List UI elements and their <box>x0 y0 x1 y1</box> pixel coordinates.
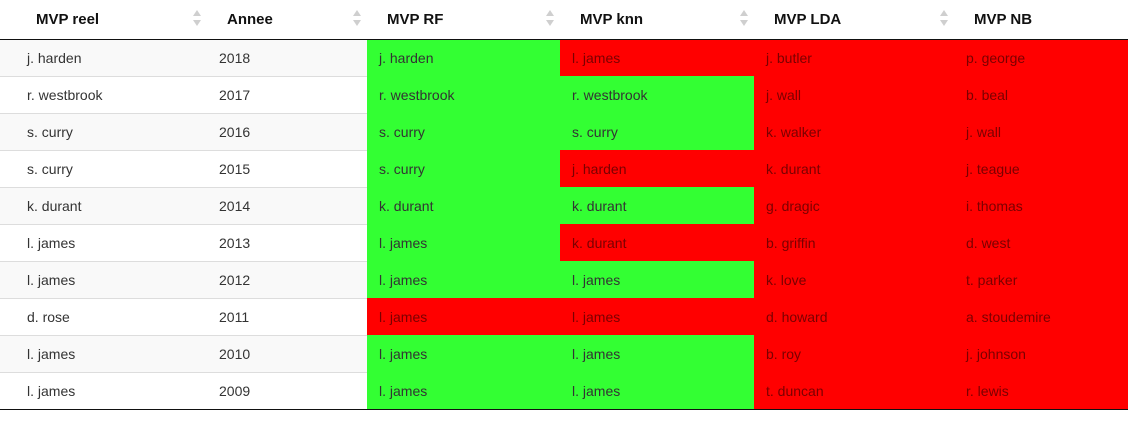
cell-mvp-knn: k. durant <box>560 186 754 224</box>
header-mvp-lda[interactable]: MVP LDA <box>754 0 954 40</box>
header-label: MVP NB <box>974 10 1033 28</box>
sort-icon[interactable] <box>353 10 361 28</box>
table-row: l. james 2012 l. james l. james k. love t. pa… <box>0 260 1128 298</box>
cell-mvp-knn: k. durant <box>560 223 754 261</box>
cell-mvp-lda: d. howard <box>754 297 954 335</box>
table-row: s. curry 2016 s. curry s. curry k. walker j. … <box>0 112 1128 150</box>
cell-mvp-rf: k. durant <box>367 186 560 224</box>
sort-icon[interactable] <box>740 10 748 28</box>
cell-mvp-lda: t. duncan <box>754 371 954 410</box>
header-row: MVP reel Annee MVP RF MVP knn MVP LDA MV… <box>0 0 1128 40</box>
cell-mvp-reel: r. westbrook <box>0 75 207 113</box>
cell-mvp-knn: l. james <box>560 371 754 410</box>
cell-mvp-reel: j. harden <box>0 38 207 76</box>
sort-icon[interactable] <box>546 10 554 28</box>
header-mvp-nb[interactable]: MVP NB <box>954 0 1128 40</box>
cell-mvp-reel: l. james <box>0 371 207 410</box>
header-mvp-reel[interactable]: MVP reel <box>0 0 207 40</box>
table-body: j. harden 2018 j. harden l. james j. butler p… <box>0 38 1128 410</box>
cell-mvp-nb: b. beal <box>954 75 1128 113</box>
mvp-table: MVP reel Annee MVP RF MVP knn MVP LDA MV… <box>0 0 1128 410</box>
cell-mvp-reel: l. james <box>0 260 207 298</box>
cell-mvp-knn: l. james <box>560 334 754 372</box>
cell-mvp-reel: d. rose <box>0 297 207 335</box>
table-row: j. harden 2018 j. harden l. james j. butler p… <box>0 38 1128 76</box>
cell-mvp-reel: l. james <box>0 334 207 372</box>
cell-mvp-lda: k. love <box>754 260 954 298</box>
cell-mvp-nb: j. johnson <box>954 334 1128 372</box>
cell-mvp-nb: j. teague <box>954 149 1128 187</box>
table-row: l. james 2009 l. james l. james t. duncan r. … <box>0 371 1128 410</box>
table-row: d. rose 2011 l. james l. james d. howard a. s… <box>0 297 1128 335</box>
cell-mvp-rf: l. james <box>367 297 560 335</box>
cell-mvp-nb: t. parker <box>954 260 1128 298</box>
sort-icon[interactable] <box>940 10 948 28</box>
cell-mvp-reel: s. curry <box>0 112 207 150</box>
sort-icon[interactable] <box>193 10 201 28</box>
table-row: r. westbrook 2017 r. westbrook r. westbrook… <box>0 75 1128 113</box>
cell-mvp-knn: j. harden <box>560 149 754 187</box>
cell-mvp-lda: k. durant <box>754 149 954 187</box>
cell-annee: 2016 <box>207 112 367 150</box>
cell-mvp-knn: l. james <box>560 260 754 298</box>
table-row: k. durant 2014 k. durant k. durant g. dragic… <box>0 186 1128 224</box>
header-mvp-knn[interactable]: MVP knn <box>560 0 754 40</box>
cell-annee: 2009 <box>207 371 367 410</box>
cell-mvp-nb: d. west <box>954 223 1128 261</box>
header-label: MVP reel <box>36 10 100 28</box>
cell-annee: 2010 <box>207 334 367 372</box>
cell-mvp-nb: p. george <box>954 38 1128 76</box>
cell-mvp-rf: r. westbrook <box>367 75 560 113</box>
cell-mvp-rf: l. james <box>367 260 560 298</box>
cell-mvp-rf: l. james <box>367 223 560 261</box>
cell-mvp-rf: l. james <box>367 371 560 410</box>
cell-mvp-nb: r. lewis <box>954 371 1128 410</box>
table-row: l. james 2010 l. james l. james b. roy j. joh… <box>0 334 1128 372</box>
cell-mvp-knn: s. curry <box>560 112 754 150</box>
header-label: MVP LDA <box>774 10 842 28</box>
table-row: l. james 2013 l. james k. durant b. griffin d… <box>0 223 1128 261</box>
cell-mvp-reel: k. durant <box>0 186 207 224</box>
cell-mvp-lda: g. dragic <box>754 186 954 224</box>
cell-mvp-nb: j. wall <box>954 112 1128 150</box>
cell-mvp-knn: r. westbrook <box>560 75 754 113</box>
header-mvp-rf[interactable]: MVP RF <box>367 0 560 40</box>
cell-annee: 2015 <box>207 149 367 187</box>
cell-mvp-lda: b. griffin <box>754 223 954 261</box>
cell-mvp-rf: j. harden <box>367 38 560 76</box>
cell-mvp-nb: i. thomas <box>954 186 1128 224</box>
header-label: MVP knn <box>580 10 644 28</box>
cell-mvp-nb: a. stoudemire <box>954 297 1128 335</box>
cell-mvp-knn: l. james <box>560 38 754 76</box>
cell-mvp-lda: j. butler <box>754 38 954 76</box>
cell-mvp-lda: j. wall <box>754 75 954 113</box>
header-label: MVP RF <box>387 10 444 28</box>
cell-annee: 2014 <box>207 186 367 224</box>
header-annee[interactable]: Annee <box>207 0 367 40</box>
cell-mvp-knn: l. james <box>560 297 754 335</box>
cell-annee: 2018 <box>207 38 367 76</box>
table-row: s. curry 2015 s. curry j. harden k. durant j.… <box>0 149 1128 187</box>
cell-mvp-lda: b. roy <box>754 334 954 372</box>
table-header: MVP reel Annee MVP RF MVP knn MVP LDA MV… <box>0 0 1128 40</box>
cell-mvp-rf: l. james <box>367 334 560 372</box>
cell-annee: 2017 <box>207 75 367 113</box>
cell-mvp-reel: s. curry <box>0 149 207 187</box>
cell-annee: 2011 <box>207 297 367 335</box>
cell-mvp-rf: s. curry <box>367 112 560 150</box>
cell-mvp-rf: s. curry <box>367 149 560 187</box>
cell-mvp-reel: l. james <box>0 223 207 261</box>
cell-annee: 2012 <box>207 260 367 298</box>
cell-annee: 2013 <box>207 223 367 261</box>
cell-mvp-lda: k. walker <box>754 112 954 150</box>
header-label: Annee <box>227 10 273 28</box>
